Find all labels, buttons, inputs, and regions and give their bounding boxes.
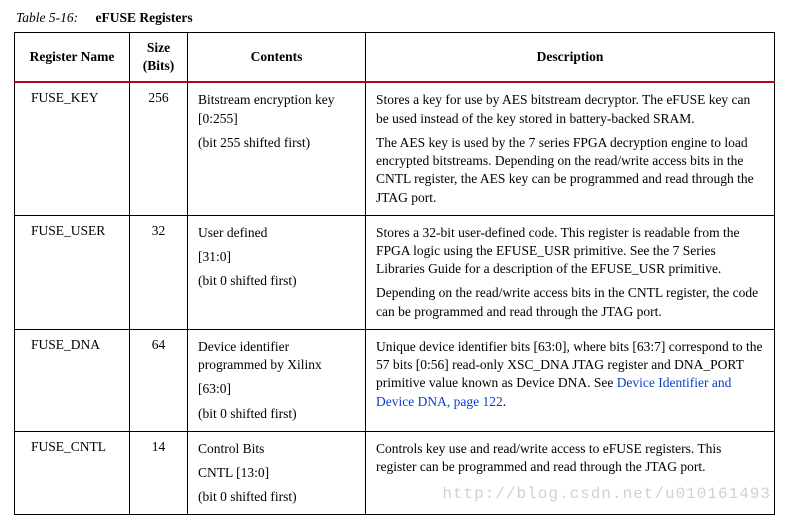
- col-register-name: Register Name: [15, 33, 130, 83]
- contents-line: (bit 255 shifted first): [198, 134, 355, 152]
- cell-contents: Device identifier programmed by Xilinx [6…: [188, 329, 366, 431]
- description-paragraph: Controls key use and read/write access t…: [376, 440, 764, 476]
- cell-register-name: FUSE_KEY: [15, 82, 130, 215]
- contents-line: Bitstream encryption key [0:255]: [198, 91, 355, 127]
- cell-description: Stores a 32-bit user-defined code. This …: [366, 215, 775, 329]
- cell-register-name: FUSE_DNA: [15, 329, 130, 431]
- cell-register-name: FUSE_CNTL: [15, 431, 130, 515]
- cell-size: 14: [130, 431, 188, 515]
- col-contents: Contents: [188, 33, 366, 83]
- col-size-bits: Size (Bits): [130, 33, 188, 83]
- contents-line: [31:0]: [198, 248, 355, 266]
- contents-line: Control Bits: [198, 440, 355, 458]
- table-row: FUSE_USER32 User defined [31:0] (bit 0 shif…: [15, 215, 775, 329]
- contents-line: [63:0]: [198, 380, 355, 398]
- cell-description: Stores a key for use by AES bitstream de…: [366, 82, 775, 215]
- description-paragraph: The AES key is used by the 7 series FPGA…: [376, 134, 764, 207]
- description-paragraph: Unique device identifier bits [63:0], wh…: [376, 338, 764, 411]
- table-row: FUSE_CNTL14 Control Bits CNTL [13:0] (bit 0…: [15, 431, 775, 515]
- caption-title: eFUSE Registers: [96, 10, 193, 25]
- table-row: FUSE_KEY256Bitstream encryption key [0:2…: [15, 82, 775, 215]
- contents-line: Device identifier programmed by Xilinx: [198, 338, 355, 374]
- caption-label: Table 5-16:: [16, 10, 78, 25]
- cell-contents: Bitstream encryption key [0:255] (bit 255…: [188, 82, 366, 215]
- cross-ref-link[interactable]: Device Identifier and Device DNA, page 1…: [376, 375, 731, 408]
- table-body: FUSE_KEY256Bitstream encryption key [0:2…: [15, 82, 775, 514]
- cell-contents: Control Bits CNTL [13:0] (bit 0 shifted fi…: [188, 431, 366, 515]
- cell-contents: User defined [31:0] (bit 0 shifted first): [188, 215, 366, 329]
- contents-line: (bit 0 shifted first): [198, 272, 355, 290]
- cell-description: Unique device identifier bits [63:0], wh…: [366, 329, 775, 431]
- table-row: FUSE_DNA64Device identifier programmed b…: [15, 329, 775, 431]
- efuse-registers-table: Register Name Size (Bits) Contents Descr…: [14, 32, 775, 515]
- description-paragraph: Stores a key for use by AES bitstream de…: [376, 91, 764, 127]
- cell-description: Controls key use and read/write access t…: [366, 431, 775, 515]
- table-caption: Table 5-16: eFUSE Registers: [16, 10, 775, 26]
- contents-line: CNTL [13:0]: [198, 464, 355, 482]
- cell-size: 256: [130, 82, 188, 215]
- contents-line: User defined: [198, 224, 355, 242]
- contents-line: (bit 0 shifted first): [198, 405, 355, 423]
- description-paragraph: Stores a 32-bit user-defined code. This …: [376, 224, 764, 279]
- cell-register-name: FUSE_USER: [15, 215, 130, 329]
- table-header: Register Name Size (Bits) Contents Descr…: [15, 33, 775, 83]
- col-description: Description: [366, 33, 775, 83]
- description-paragraph: Depending on the read/write access bits …: [376, 284, 764, 320]
- contents-line: (bit 0 shifted first): [198, 488, 355, 506]
- cell-size: 32: [130, 215, 188, 329]
- cell-size: 64: [130, 329, 188, 431]
